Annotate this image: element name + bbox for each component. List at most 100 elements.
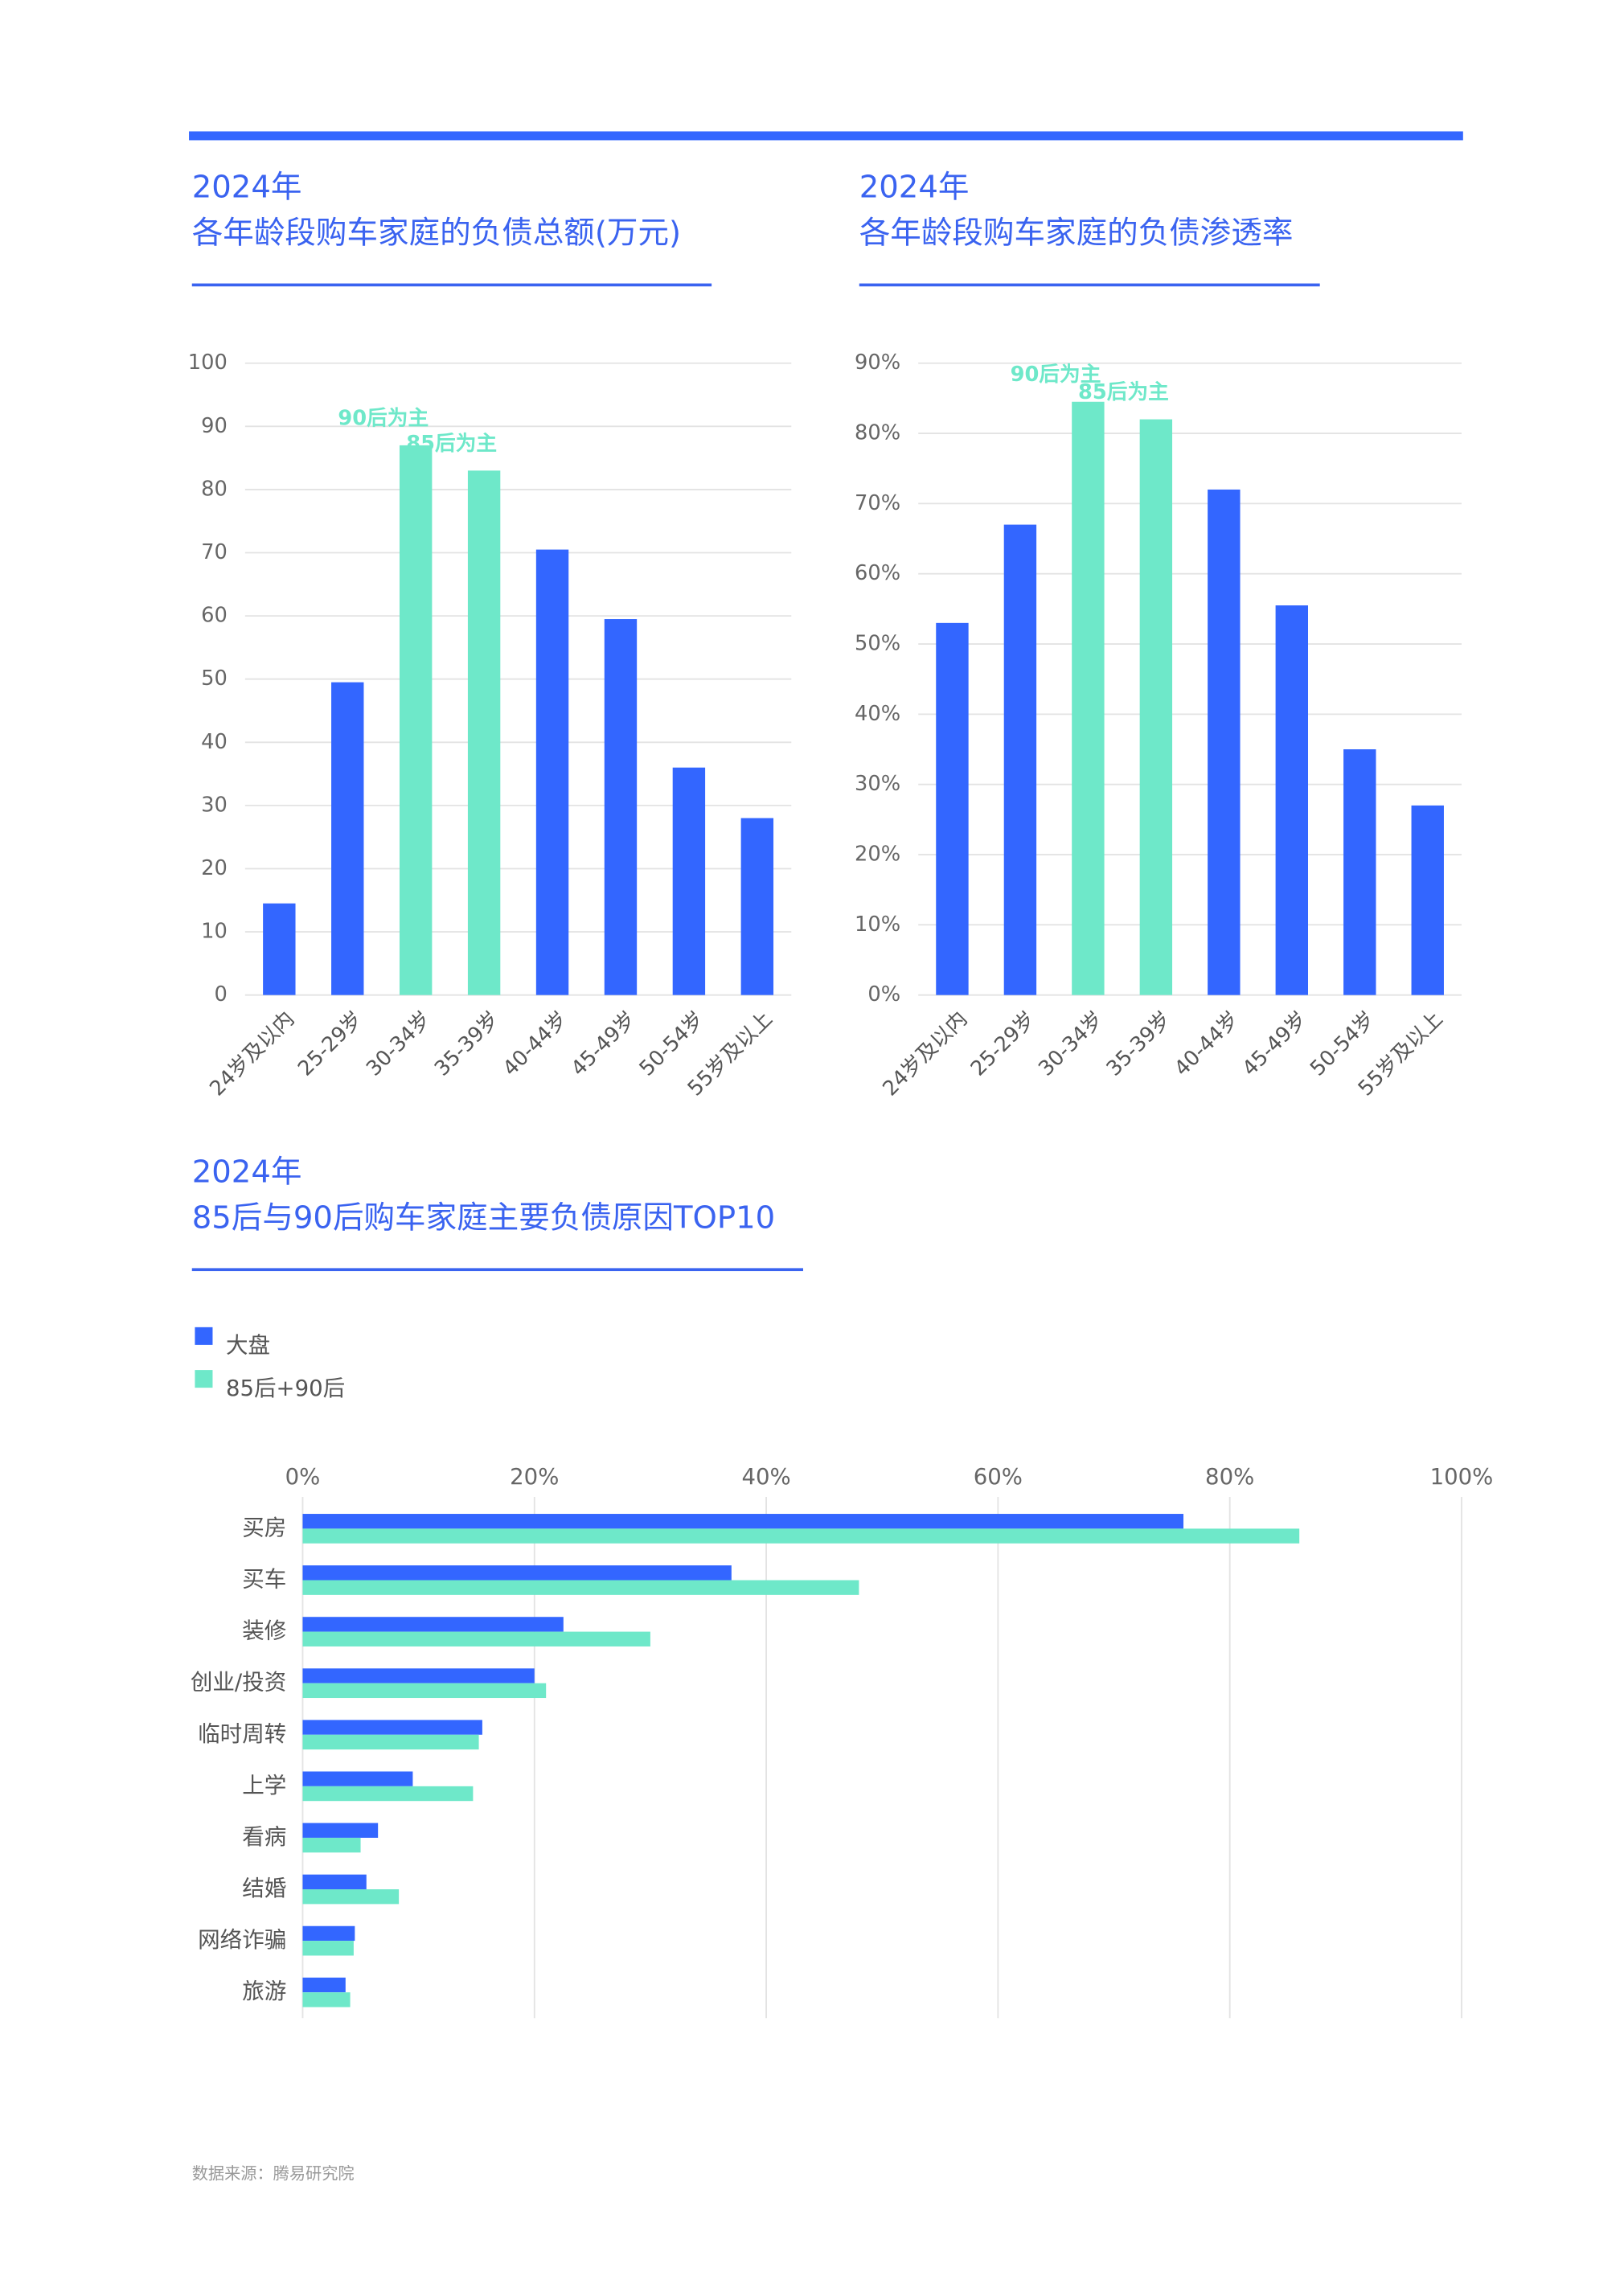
x-tick-label: 60% [974, 1464, 1023, 1490]
y-tick-label: 网络诈骗 [198, 1927, 286, 1953]
x-tick-label: 25-29岁 [293, 1007, 367, 1081]
bar [740, 818, 774, 995]
y-tick-label: 90% [855, 351, 900, 375]
title-underline [191, 1268, 803, 1272]
bar [302, 1925, 355, 1942]
bar [1072, 401, 1105, 995]
x-tick-label: 24岁及以内 [205, 1007, 299, 1101]
bar [302, 1941, 354, 1956]
y-tick-label: 50 [201, 666, 228, 691]
y-tick-label: 10 [201, 920, 228, 944]
x-tick-label: 100% [1430, 1464, 1494, 1490]
y-tick-label: 100 [188, 351, 228, 375]
bar [1343, 749, 1376, 995]
chart-title: 2024年 [192, 170, 302, 206]
bar [399, 445, 433, 995]
annotation: 85后为主 [406, 432, 497, 456]
x-tick-label: 25-29岁 [966, 1007, 1040, 1081]
chart-title: 2024年 [859, 170, 970, 206]
x-tick-label: 45-49岁 [567, 1007, 641, 1081]
bar [302, 1514, 1184, 1529]
y-tick-label: 旅游 [242, 1979, 286, 2004]
bar [331, 682, 364, 995]
bar [302, 1837, 361, 1853]
y-tick-label: 创业/投资 [191, 1670, 286, 1696]
bar [302, 1565, 732, 1581]
bar [302, 1580, 859, 1595]
bar [672, 767, 706, 995]
y-tick-label: 90 [201, 414, 228, 438]
bar [1275, 605, 1309, 995]
y-tick-label: 60% [855, 561, 900, 585]
bar [263, 903, 296, 995]
y-tick-label: 40% [855, 702, 900, 726]
y-tick-label: 看病 [242, 1824, 286, 1850]
x-tick-label: 45-49岁 [1238, 1007, 1312, 1081]
bar [1139, 419, 1173, 995]
y-tick-label: 80% [855, 421, 900, 445]
legend-swatch [195, 1370, 213, 1388]
chart-subtitle: 各年龄段购车家庭的负债总额(万元) [192, 215, 681, 251]
y-tick-label: 60 [201, 604, 228, 628]
y-tick-label: 临时周转 [198, 1721, 286, 1747]
y-tick-label: 20 [201, 856, 228, 880]
x-tick-label: 40-44岁 [1170, 1007, 1244, 1081]
y-tick-label: 结婚 [242, 1876, 286, 1901]
y-tick-label: 40 [201, 730, 228, 754]
annotation: 90后为主 [338, 406, 429, 430]
bar [467, 470, 501, 995]
bar [302, 1889, 400, 1905]
y-tick-label: 买车 [242, 1566, 286, 1592]
y-tick-label: 30% [855, 772, 900, 796]
y-tick-label: 20% [855, 843, 900, 867]
x-tick-label: 24岁及以内 [878, 1007, 972, 1101]
bar [1411, 805, 1444, 995]
y-tick-label: 70 [201, 540, 228, 564]
bar [302, 1617, 564, 1632]
chart-title: 2024年 [192, 1154, 302, 1190]
bar [302, 1720, 482, 1735]
y-tick-label: 50% [855, 632, 900, 656]
top-rule [189, 131, 1463, 141]
bar [302, 1683, 547, 1699]
title-underline [859, 283, 1320, 287]
x-tick-label: 40% [741, 1464, 790, 1490]
x-tick-label: 80% [1205, 1464, 1254, 1490]
x-tick-label: 35-39岁 [430, 1007, 504, 1081]
x-tick-label: 35-39岁 [1102, 1007, 1176, 1081]
y-tick-label: 70% [855, 491, 900, 515]
bar [302, 1734, 479, 1750]
bar [302, 1528, 1300, 1544]
x-tick-label: 40-44岁 [498, 1007, 572, 1081]
annotation: 85后为主 [1078, 380, 1169, 404]
y-tick-label: 0 [214, 982, 227, 1007]
bar [302, 1992, 351, 2007]
title-underline [191, 283, 712, 287]
legend-swatch [195, 1327, 213, 1345]
bar [302, 1874, 367, 1890]
bar [1003, 524, 1037, 995]
annotation: 90后为主 [1011, 363, 1101, 387]
x-tick-label: 0% [285, 1464, 321, 1490]
bar [302, 1786, 474, 1802]
y-tick-label: 80 [201, 477, 228, 501]
legend-label: 85后+90后 [226, 1376, 345, 1401]
bar [535, 549, 569, 995]
bar [604, 619, 638, 995]
y-tick-label: 0% [867, 982, 900, 1007]
chart-subtitle: 85后与90后购车家庭主要负债原因TOP10 [192, 1199, 775, 1236]
bar [1208, 489, 1241, 995]
y-tick-label: 买房 [242, 1515, 286, 1540]
bar [302, 1771, 413, 1786]
bar [302, 1631, 650, 1646]
x-tick-label: 20% [510, 1464, 559, 1490]
source-note: 数据来源：腾易研究院 [192, 2163, 355, 2183]
bar [302, 1977, 346, 1993]
y-tick-label: 装修 [242, 1618, 286, 1644]
y-tick-label: 上学 [242, 1773, 286, 1798]
x-tick-label: 30-34岁 [362, 1007, 436, 1081]
x-tick-label: 30-34岁 [1034, 1007, 1108, 1081]
bar [302, 1668, 535, 1683]
